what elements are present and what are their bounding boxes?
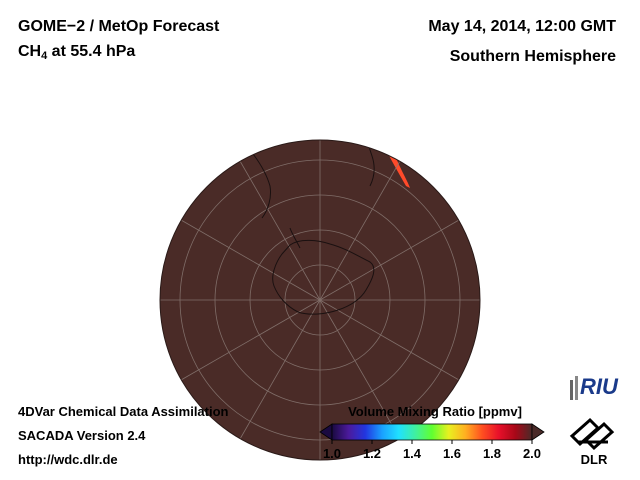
coast-antarctica (272, 239, 375, 315)
dlr-logo: DLR (569, 417, 615, 467)
colorbar-tick-label: 2.0 (523, 446, 541, 460)
riu-logo: RIU (570, 374, 619, 400)
riu-logo-text: RIU (580, 374, 619, 399)
colorbar-tick-label: 1.8 (483, 446, 501, 460)
colorbar-tick-label: 1.4 (403, 446, 422, 460)
globe-outline (159, 139, 481, 461)
title-datetime: May 14, 2014, 12:00 GMT (428, 18, 616, 35)
filament-green (430, 146, 470, 190)
riu-logo-bar (570, 380, 573, 400)
title-product: GOME−2 / MetOp Forecast (18, 18, 220, 35)
dlr-emblem (569, 417, 615, 451)
coast-south-america (249, 149, 271, 219)
colorbar-ticks: 1.0 1.2 1.4 1.6 1.8 2.0 (323, 440, 541, 460)
coast-antarctic-peninsula (289, 227, 301, 249)
colorbar-gradient (331, 423, 533, 441)
colorbar-tick-label: 1.6 (443, 446, 461, 460)
colorbar-title: Volume Mixing Ratio [ppmv] (348, 404, 522, 419)
colorbar: 1.0 1.2 1.4 1.6 1.8 2.0 (319, 423, 545, 460)
footer-url[interactable]: http://wdc.dlr.de (18, 452, 118, 467)
coast-australia (187, 163, 215, 171)
title-species: CH4 at 55.4 hPa (18, 43, 135, 62)
species-level: at 55.4 hPa (47, 43, 136, 60)
species-subscript: 4 (41, 50, 48, 62)
coast-africa (351, 140, 375, 187)
footer-method: 4DVar Chemical Data Assimilation (18, 404, 229, 419)
dlr-logo-text: DLR (581, 452, 608, 467)
footer-version: SACADA Version 2.4 (18, 428, 146, 443)
colorbar-min-arrow (319, 423, 333, 441)
riu-logo-bar (575, 376, 578, 400)
colorbar-tick-label: 1.0 (323, 446, 341, 460)
species-formula: CH (18, 43, 42, 60)
colorbar-max-arrow (531, 423, 545, 441)
title-region: Southern Hemisphere (449, 48, 616, 65)
graticule (160, 140, 480, 460)
colorbar-tick-label: 1.2 (363, 446, 381, 460)
